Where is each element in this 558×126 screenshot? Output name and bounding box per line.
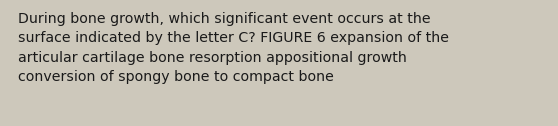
Text: During bone growth, which significant event occurs at the
surface indicated by t: During bone growth, which significant ev… bbox=[18, 12, 449, 85]
